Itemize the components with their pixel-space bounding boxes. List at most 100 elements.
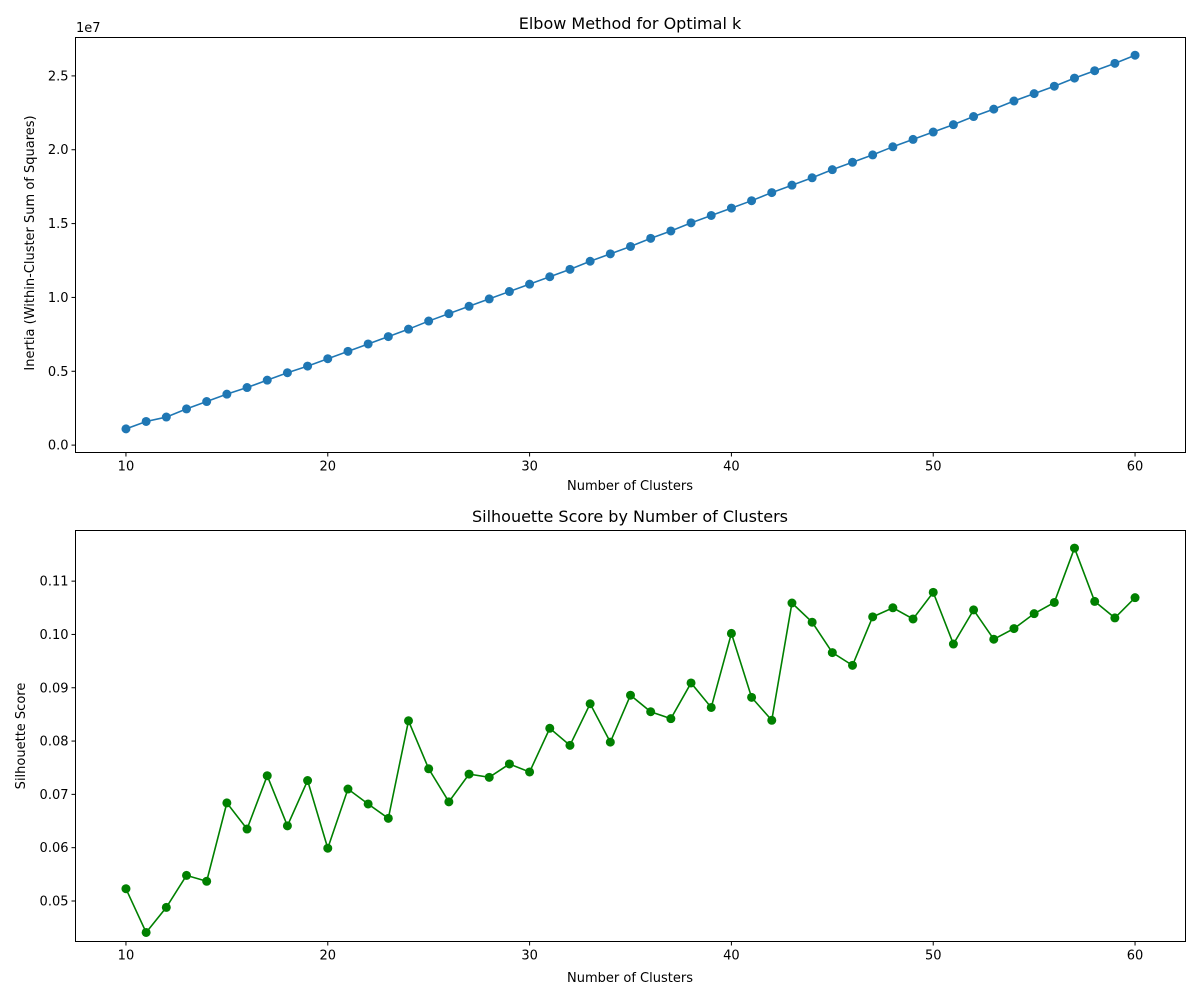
data-point xyxy=(646,707,656,717)
x-axis-label: Number of Clusters xyxy=(567,971,693,986)
data-point xyxy=(726,628,736,638)
y-tick-label: 0.09 xyxy=(40,681,69,696)
y-tick-label: 0.05 xyxy=(40,894,69,909)
data-point xyxy=(1009,624,1019,634)
data-point xyxy=(182,870,191,880)
y-tick-label: 0.07 xyxy=(40,788,69,803)
data-point xyxy=(565,740,575,750)
data-point xyxy=(343,784,353,794)
y-tick-label: 0.11 xyxy=(40,575,69,590)
data-point xyxy=(504,759,514,769)
x-tick-label: 30 xyxy=(521,949,538,964)
data-point xyxy=(404,324,413,334)
data-point xyxy=(504,287,514,297)
x-tick-label: 20 xyxy=(319,460,336,475)
data-point xyxy=(464,301,474,311)
data-point xyxy=(747,692,757,702)
data-point xyxy=(484,294,494,304)
data-point xyxy=(726,203,736,213)
data-point xyxy=(545,272,555,282)
data-point xyxy=(1049,81,1059,91)
x-tick-label: 10 xyxy=(118,460,135,475)
data-point xyxy=(827,165,837,175)
data-point xyxy=(787,180,797,190)
y-axis-ticks: 0.0 0.5 1.0 1.5 2.0 2.5 xyxy=(48,69,76,454)
data-point xyxy=(666,714,676,724)
plot-area xyxy=(121,543,1140,937)
y-axis-label: Inertia (Within-Cluster Sum of Squares) xyxy=(23,115,38,370)
data-point xyxy=(525,767,535,777)
data-point xyxy=(585,699,595,709)
y-tick-label: 0.0 xyxy=(48,439,69,454)
data-point xyxy=(948,120,958,130)
data-point xyxy=(1130,50,1140,60)
data-point xyxy=(888,142,898,152)
data-point xyxy=(262,771,272,781)
data-point xyxy=(948,639,958,649)
data-point xyxy=(1070,73,1079,83)
data-point xyxy=(969,112,979,122)
data-point xyxy=(807,173,817,183)
chart-title: Silhouette Score by Number of Clusters xyxy=(472,507,788,526)
data-point xyxy=(827,648,837,658)
x-tick-label: 40 xyxy=(723,949,740,964)
data-point xyxy=(1029,609,1039,619)
data-point xyxy=(626,690,635,700)
data-point xyxy=(424,316,434,326)
x-axis-ticks: 10 20 30 40 50 60 xyxy=(118,452,1143,475)
data-point xyxy=(141,927,151,937)
data-point xyxy=(565,264,575,274)
data-point xyxy=(706,702,716,712)
data-point xyxy=(989,104,999,114)
data-point xyxy=(182,404,191,414)
data-point xyxy=(706,210,716,220)
data-point xyxy=(747,196,757,206)
x-axis-ticks: 10 20 30 40 50 60 xyxy=(118,941,1144,964)
data-point xyxy=(928,127,938,137)
data-point xyxy=(928,587,938,597)
y-tick-label: 2.5 xyxy=(48,69,69,84)
data-point xyxy=(141,416,151,426)
x-tick-label: 60 xyxy=(1127,949,1144,964)
data-point xyxy=(242,824,252,834)
x-tick-label: 50 xyxy=(925,460,942,475)
elbow-chart: Elbow Method for Optimal k 1e7 Number of… xyxy=(23,14,1186,494)
y-offset-text: 1e7 xyxy=(76,21,101,36)
data-point xyxy=(242,383,252,393)
data-point xyxy=(666,226,676,236)
data-point xyxy=(484,772,494,782)
data-point xyxy=(202,876,212,886)
data-point xyxy=(343,346,353,356)
data-point xyxy=(202,397,212,407)
axes-frame xyxy=(75,37,1186,453)
y-tick-label: 0.5 xyxy=(48,365,69,380)
data-point xyxy=(323,843,333,853)
x-tick-label: 30 xyxy=(521,460,538,475)
y-tick-label: 1.0 xyxy=(48,291,69,306)
data-point xyxy=(1029,89,1039,99)
data-point xyxy=(989,634,999,644)
data-point xyxy=(686,678,696,688)
data-point xyxy=(222,389,232,399)
data-point xyxy=(424,764,434,774)
x-tick-label: 10 xyxy=(118,949,135,964)
y-tick-label: 0.06 xyxy=(40,841,69,856)
data-point xyxy=(807,617,817,627)
data-point xyxy=(605,249,615,259)
data-point xyxy=(545,723,555,733)
data-point xyxy=(363,799,373,809)
plot-area xyxy=(121,50,1140,434)
chart-title: Elbow Method for Optimal k xyxy=(519,14,742,33)
data-point xyxy=(121,424,131,434)
data-point xyxy=(222,798,232,808)
data-point xyxy=(363,339,373,349)
data-point xyxy=(626,241,635,251)
data-point xyxy=(848,660,857,670)
data-point xyxy=(868,150,878,160)
data-point xyxy=(161,412,171,422)
y-tick-label: 0.10 xyxy=(40,628,69,643)
data-point xyxy=(303,361,313,371)
axes-frame xyxy=(75,530,1186,942)
data-point xyxy=(444,309,454,319)
data-point xyxy=(908,134,918,144)
